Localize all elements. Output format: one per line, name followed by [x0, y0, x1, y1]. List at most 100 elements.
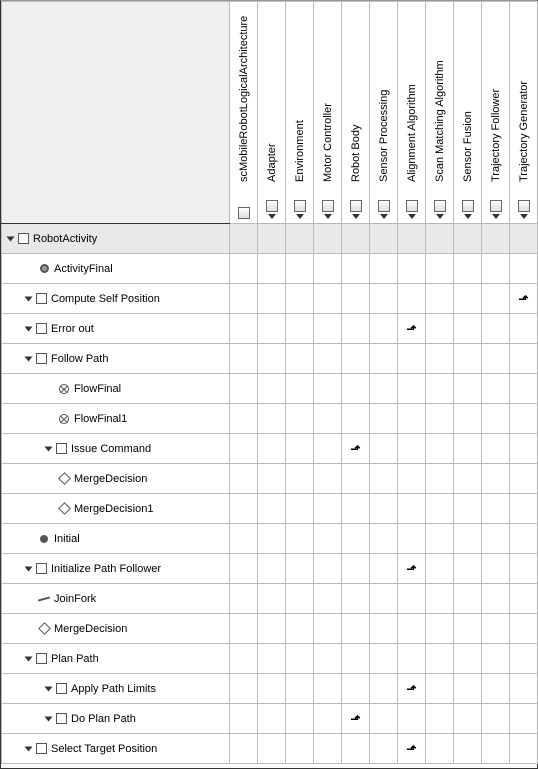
matrix-cell[interactable] — [286, 284, 314, 314]
expand-down-icon[interactable] — [324, 214, 332, 219]
matrix-cell[interactable] — [286, 494, 314, 524]
checkbox-icon[interactable] — [322, 200, 334, 212]
matrix-cell[interactable] — [426, 254, 454, 284]
matrix-cell[interactable] — [230, 554, 258, 584]
matrix-cell[interactable] — [510, 494, 538, 524]
matrix-cell[interactable] — [286, 344, 314, 374]
matrix-cell[interactable] — [342, 314, 370, 344]
matrix-cell[interactable] — [454, 344, 482, 374]
row-label-cell[interactable]: Plan Path — [2, 644, 230, 674]
matrix-cell[interactable] — [370, 434, 398, 464]
expand-triangle-icon[interactable] — [45, 686, 53, 691]
matrix-cell[interactable] — [482, 704, 510, 734]
column-header[interactable]: scMobileRobotLogicalArchitecture — [230, 2, 258, 224]
row-label-cell[interactable]: Initial — [2, 524, 230, 554]
matrix-cell[interactable] — [426, 344, 454, 374]
row-label-cell[interactable]: Issue Command — [2, 434, 230, 464]
matrix-cell[interactable] — [370, 734, 398, 764]
checkbox-icon[interactable] — [462, 200, 474, 212]
expand-triangle-icon[interactable] — [45, 716, 53, 721]
matrix-cell[interactable] — [370, 314, 398, 344]
matrix-cell[interactable] — [398, 494, 426, 524]
matrix-cell[interactable] — [482, 434, 510, 464]
matrix-cell[interactable] — [398, 254, 426, 284]
matrix-cell[interactable] — [482, 284, 510, 314]
matrix-cell[interactable] — [370, 494, 398, 524]
expand-down-icon[interactable] — [492, 214, 500, 219]
matrix-cell[interactable] — [286, 524, 314, 554]
matrix-cell[interactable] — [510, 644, 538, 674]
matrix-cell[interactable] — [398, 644, 426, 674]
matrix-cell[interactable] — [510, 224, 538, 254]
matrix-cell[interactable] — [286, 434, 314, 464]
matrix-cell[interactable]: ⬏ — [398, 674, 426, 704]
matrix-cell[interactable] — [314, 614, 342, 644]
column-header[interactable]: Adapter — [258, 2, 286, 224]
column-header[interactable]: Trajectory Follower — [482, 2, 510, 224]
matrix-cell[interactable] — [370, 464, 398, 494]
column-header[interactable]: Scan Matching Algorithm — [426, 2, 454, 224]
matrix-cell[interactable] — [342, 404, 370, 434]
matrix-cell[interactable] — [454, 524, 482, 554]
expand-down-icon[interactable] — [436, 214, 444, 219]
matrix-cell[interactable] — [398, 614, 426, 644]
matrix-cell[interactable] — [258, 524, 286, 554]
matrix-cell[interactable] — [258, 254, 286, 284]
matrix-cell[interactable] — [286, 554, 314, 584]
matrix-cell[interactable] — [230, 494, 258, 524]
matrix-cell[interactable] — [398, 704, 426, 734]
matrix-cell[interactable] — [482, 734, 510, 764]
matrix-cell[interactable] — [510, 584, 538, 614]
matrix-cell[interactable] — [258, 374, 286, 404]
matrix-cell[interactable] — [482, 584, 510, 614]
expand-down-icon[interactable] — [464, 214, 472, 219]
matrix-cell[interactable] — [342, 374, 370, 404]
matrix-cell[interactable] — [370, 614, 398, 644]
matrix-cell[interactable] — [314, 524, 342, 554]
matrix-cell[interactable] — [398, 344, 426, 374]
expand-triangle-icon[interactable] — [25, 296, 33, 301]
column-header[interactable]: Environment — [286, 2, 314, 224]
matrix-cell[interactable] — [314, 344, 342, 374]
matrix-cell[interactable] — [314, 314, 342, 344]
matrix-cell[interactable] — [510, 434, 538, 464]
matrix-cell[interactable] — [426, 584, 454, 614]
matrix-cell[interactable] — [454, 374, 482, 404]
matrix-cell[interactable] — [510, 404, 538, 434]
checkbox-icon[interactable] — [434, 200, 446, 212]
matrix-cell[interactable] — [314, 494, 342, 524]
matrix-cell[interactable] — [482, 554, 510, 584]
matrix-cell[interactable] — [342, 644, 370, 674]
expand-down-icon[interactable] — [380, 214, 388, 219]
matrix-cell[interactable] — [314, 434, 342, 464]
checkbox-icon[interactable] — [518, 200, 530, 212]
matrix-cell[interactable] — [286, 374, 314, 404]
row-label-cell[interactable]: Error out — [2, 314, 230, 344]
matrix-cell[interactable] — [370, 404, 398, 434]
row-label-cell[interactable]: MergeDecision — [2, 464, 230, 494]
matrix-cell[interactable] — [314, 374, 342, 404]
row-label-cell[interactable]: Do Plan Path — [2, 704, 230, 734]
row-label-cell[interactable]: MergeDecision1 — [2, 494, 230, 524]
matrix-cell[interactable] — [426, 314, 454, 344]
matrix-cell[interactable] — [258, 344, 286, 374]
matrix-cell[interactable] — [370, 344, 398, 374]
matrix-cell[interactable] — [482, 254, 510, 284]
matrix-cell[interactable] — [398, 524, 426, 554]
matrix-cell[interactable] — [454, 404, 482, 434]
row-label-cell[interactable]: FlowFinal — [2, 374, 230, 404]
matrix-cell[interactable] — [230, 704, 258, 734]
matrix-cell[interactable] — [454, 494, 482, 524]
matrix-cell[interactable] — [258, 434, 286, 464]
matrix-cell[interactable] — [286, 674, 314, 704]
matrix-cell[interactable] — [398, 584, 426, 614]
matrix-cell[interactable] — [342, 224, 370, 254]
matrix-cell[interactable] — [314, 284, 342, 314]
matrix-cell[interactable] — [314, 674, 342, 704]
matrix-cell[interactable] — [426, 644, 454, 674]
matrix-cell[interactable] — [482, 524, 510, 554]
matrix-cell[interactable] — [258, 464, 286, 494]
matrix-cell[interactable] — [510, 344, 538, 374]
expand-down-icon[interactable] — [352, 214, 360, 219]
matrix-cell[interactable] — [482, 344, 510, 374]
